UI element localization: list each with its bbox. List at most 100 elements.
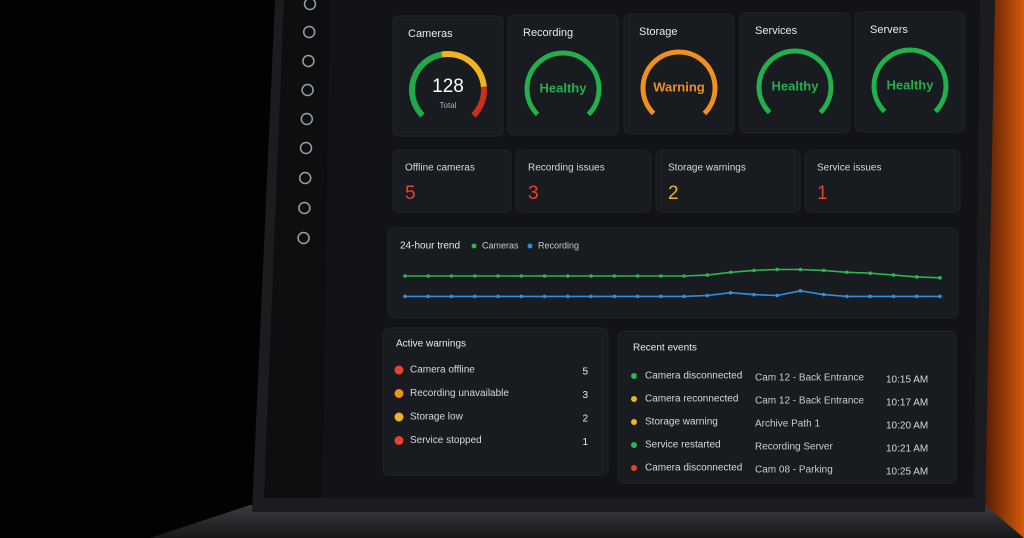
nav-icon[interactable]	[300, 112, 314, 126]
warning-label: Camera offline	[410, 365, 475, 376]
warning-icon	[394, 436, 404, 445]
trend-point	[752, 268, 756, 273]
warning-label: Storage low	[410, 412, 464, 423]
trend-point	[449, 294, 454, 299]
nav-icon[interactable]	[303, 0, 317, 11]
trend-point	[845, 294, 849, 299]
trend-title: 24-hour trend	[400, 241, 460, 252]
trend-point	[891, 273, 896, 277]
trend-point	[426, 294, 431, 299]
panel	[854, 11, 966, 133]
trend-point	[519, 294, 524, 299]
gauge-arc	[756, 48, 834, 115]
trend-line	[405, 268, 941, 279]
trend-point	[728, 290, 733, 295]
legend-label: Recording	[538, 240, 579, 250]
gauge-caption: Total	[440, 101, 457, 110]
trend-point	[659, 274, 663, 278]
summary-value: 5	[405, 183, 416, 204]
panel	[617, 330, 957, 484]
summary-value: 3	[528, 183, 539, 204]
trend-point	[566, 294, 570, 299]
gauge-value: 128	[432, 76, 464, 97]
trend-point	[426, 274, 431, 278]
panel	[382, 327, 609, 476]
trend-point	[705, 273, 710, 277]
panel-title: Recent events	[633, 343, 697, 354]
event-time: 10:21 AM	[886, 444, 928, 455]
gauge-status: Healthy	[887, 77, 935, 92]
trend-point	[775, 267, 779, 272]
trend-point	[868, 294, 873, 299]
gauge-status: Healthy	[540, 80, 588, 95]
nav-icon[interactable]	[298, 201, 311, 215]
warning-label: Recording unavailable	[410, 388, 509, 399]
gauge-arc	[409, 51, 443, 118]
trend-point	[519, 274, 524, 278]
warning-count: 3	[582, 390, 588, 401]
nav-icon[interactable]	[301, 83, 314, 97]
card-title: Cameras	[408, 28, 453, 40]
trend-point	[821, 292, 826, 297]
event-source: Cam 12 - Back Entrance	[755, 373, 864, 384]
warning-count: 1	[582, 437, 588, 448]
summary-label: Storage warnings	[668, 163, 746, 174]
trend-point	[472, 294, 477, 299]
gauge-status: Warning	[653, 79, 705, 94]
gauge-arc	[524, 50, 602, 117]
trend-point	[496, 294, 500, 299]
nav-icon[interactable]	[302, 54, 315, 68]
trend-point	[938, 294, 942, 299]
trend-point	[542, 294, 547, 299]
event-name: Service restarted	[645, 440, 721, 451]
panel	[655, 149, 801, 213]
trend-point	[682, 274, 686, 278]
trend-point	[403, 274, 407, 278]
nav-icon[interactable]	[302, 25, 316, 39]
trend-line	[405, 290, 940, 298]
trend-point	[403, 294, 407, 299]
summary-label: Recording issues	[528, 163, 605, 174]
panel	[392, 149, 512, 213]
trend-point	[752, 292, 756, 297]
trend-point	[612, 294, 617, 299]
panel-title: Active warnings	[396, 339, 466, 350]
event-source: Cam 12 - Back Entrance	[755, 396, 864, 407]
trend-point	[798, 267, 803, 272]
laptop-base	[150, 505, 1024, 538]
trend-point	[891, 294, 896, 299]
legend-label: Cameras	[482, 240, 519, 250]
event-dot	[631, 396, 637, 402]
event-name: Camera disconnected	[645, 371, 742, 382]
nav-icon[interactable]	[298, 171, 312, 185]
trend-point	[821, 268, 826, 273]
panel	[392, 15, 504, 137]
trend-point	[682, 294, 686, 299]
warning-icon	[394, 365, 404, 375]
panel	[507, 14, 619, 136]
event-dot	[631, 419, 637, 425]
gauge-arc	[640, 49, 718, 116]
event-source: Recording Server	[755, 442, 833, 453]
panel	[739, 12, 851, 134]
event-time: 10:25 AM	[886, 467, 928, 478]
sidebar-icons	[297, 0, 317, 245]
warning-count: 2	[582, 414, 588, 425]
panel	[623, 13, 735, 135]
warning-icon	[394, 389, 404, 398]
event-source: Cam 08 - Parking	[755, 465, 833, 476]
trend-point	[566, 274, 570, 278]
event-time: 10:20 AM	[886, 421, 928, 432]
nav-icon[interactable]	[297, 231, 310, 245]
event-name: Camera reconnected	[645, 394, 738, 405]
nav-icon[interactable]	[299, 141, 313, 155]
warning-count: 5	[582, 367, 588, 378]
trend-point	[728, 270, 733, 275]
event-dot	[631, 465, 637, 471]
trend-point	[798, 289, 803, 293]
trend-point	[868, 271, 873, 276]
trend-point	[589, 294, 593, 299]
trend-point	[449, 274, 454, 278]
